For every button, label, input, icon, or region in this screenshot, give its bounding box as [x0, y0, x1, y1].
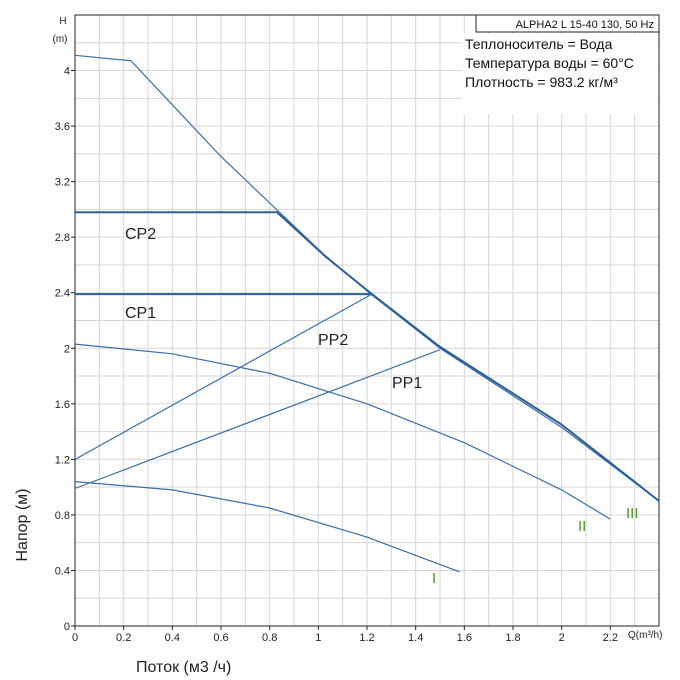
info-line-fluid: Теплоноситель = Вода: [465, 36, 613, 52]
label-cp2: CP2: [125, 226, 156, 243]
y-unit-label: H: [59, 16, 66, 27]
label-speed-ii: II: [578, 518, 586, 535]
x-tick-label: 1.2: [359, 632, 374, 644]
y-tick-label: 1.6: [55, 399, 70, 411]
y-tick-label: 3.2: [55, 177, 70, 189]
info-line-temperature: Температура воды = 60°C: [465, 55, 634, 71]
series-line-pp2: [74, 293, 373, 460]
info-panel-background: [462, 34, 658, 114]
y-tick-label: 2.8: [55, 232, 70, 244]
x-tick-label: 1.8: [505, 632, 520, 644]
x-tick-label: 1.6: [457, 632, 472, 644]
series-line-ii: [74, 343, 611, 520]
x-axis-ticks: 0 0.2 0.4 0.6 0.8 1 1.2 1.4 1.6 1.8 2 2.2: [72, 626, 618, 644]
y-unit-sub-label: (m): [53, 34, 68, 45]
model-title-box: [475, 14, 660, 33]
x-unit-label: Q(m³/h): [628, 630, 662, 641]
x-tick-label: 0.2: [116, 632, 131, 644]
label-speed-iii: III: [626, 505, 639, 522]
x-tick-label: 1.4: [408, 632, 423, 644]
series-line-i: [74, 481, 460, 573]
y-tick-label: 0.4: [55, 565, 70, 577]
y-tick-label: 4: [64, 66, 70, 78]
y-axis-ticks: 0 0.4 0.8 1.2 1.6 2 2.4 2.8 3.2 3.6 4: [55, 66, 75, 633]
label-speed-i: I: [432, 570, 436, 587]
y-tick-label: 2.4: [55, 288, 70, 300]
x-tick-label: 0.8: [262, 632, 277, 644]
model-title: ALPHA2 L 15-40 130, 50 Hz: [516, 19, 654, 31]
series-line-cp1: [75, 293, 660, 502]
x-tick-label: 0.4: [165, 632, 180, 644]
series-line-cp2: [75, 211, 373, 295]
label-pp1: PP1: [392, 375, 422, 392]
x-tick-label: 0.6: [213, 632, 228, 644]
label-pp2: PP2: [318, 332, 348, 349]
x-tick-label: 0: [72, 632, 78, 644]
y-tick-label: 0.8: [55, 510, 70, 522]
y-tick-label: 1.2: [55, 454, 70, 466]
y-tick-label: 0: [64, 621, 70, 633]
x-tick-label: 2: [559, 632, 565, 644]
info-line-density: Плотность = 983.2 кг/м³: [465, 74, 618, 90]
label-cp1: CP1: [125, 305, 156, 322]
y-axis-title: Напор (м): [14, 488, 31, 561]
y-tick-label: 2: [64, 343, 70, 355]
y-tick-label: 3.6: [55, 121, 70, 133]
x-tick-label: 2.2: [603, 632, 618, 644]
x-tick-label: 1: [315, 632, 321, 644]
x-axis-title: Поток (м3 /ч): [136, 659, 231, 676]
series-layer: [74, 54, 660, 573]
series-line-pp1: [74, 349, 441, 490]
